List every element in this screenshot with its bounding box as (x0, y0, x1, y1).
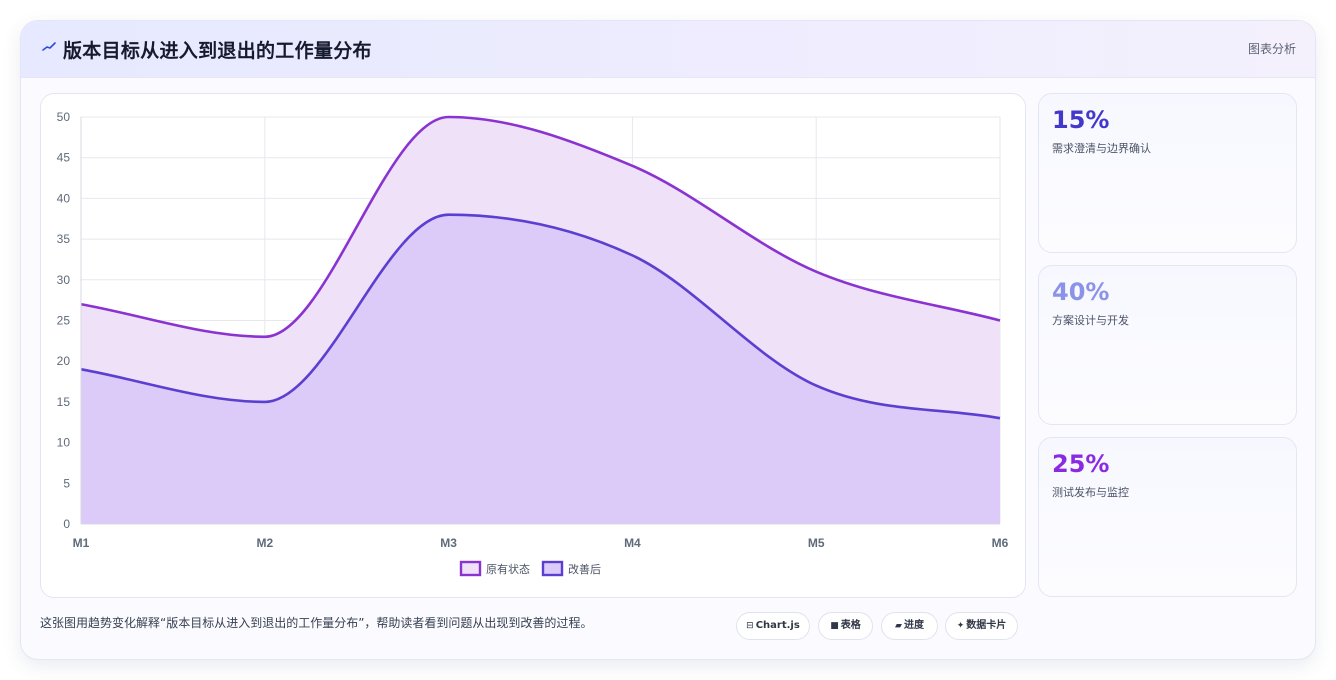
stat-label: 需求澄清与边界确认 (1052, 142, 1151, 155)
y-tick-label: 5 (63, 476, 70, 490)
legend-label: 原有状态 (486, 562, 530, 576)
stat-label: 方案设计与开发 (1052, 314, 1129, 327)
table-icon: ■ (830, 621, 839, 631)
series-line-2 (80, 213, 1001, 420)
page-title: 版本目标从进入到退出的工作量分布 (63, 40, 372, 62)
y-tick-label: 0 (63, 517, 70, 531)
chip-label: 数据卡片 (966, 620, 1007, 631)
chip-label: 表格 (840, 620, 861, 631)
series-area-2 (81, 214, 1000, 524)
stat-card-2: 40% 方案设计与开发 (1038, 265, 1297, 425)
x-tick-label: M4 (624, 536, 641, 550)
chart-card: 版本目标从进入到退出的工作量分布 图表分析 0 5 10 15 20 25 30 35 40 45… (20, 20, 1316, 660)
chip-chartjs[interactable]: ⊟ Chart.js (736, 612, 810, 640)
chip-data-card[interactable]: ✦ 数据卡片 (945, 612, 1018, 640)
x-tick-label: M6 (992, 536, 1009, 550)
y-tick-label: 25 (57, 314, 71, 328)
chip-label: Chart.js (755, 620, 800, 631)
card-header: 版本目标从进入到退出的工作量分布 图表分析 (21, 21, 1315, 78)
chip-progress[interactable]: ▰ 进度 (881, 612, 938, 640)
y-tick-label: 40 (57, 191, 71, 205)
chip-label: 进度 (903, 620, 924, 631)
x-tick-label: M1 (73, 536, 90, 550)
y-tick-label: 10 (57, 436, 71, 450)
stat-value: 40% (1052, 278, 1110, 306)
legend-swatch (541, 560, 564, 577)
x-tick-label: M3 (440, 536, 457, 550)
trend-line-icon (42, 42, 56, 51)
y-tick-label: 30 (57, 273, 71, 287)
sparkle-icon: ✦ (956, 621, 965, 631)
x-tick-label: M2 (256, 536, 273, 550)
area-chart: 0 5 10 15 20 25 30 35 40 45 50 M1 M2 M3 M4 M5 M6 原有状态 改善后 (57, 110, 1009, 577)
y-tick-label: 45 (57, 151, 71, 165)
progress-icon: ▰ (895, 621, 902, 631)
chip-table[interactable]: ■ 表格 (818, 612, 873, 640)
chart-panel: 0 5 10 15 20 25 30 35 40 45 50 M1 M2 M3 M4 M5 M6 原有状态 改善后 (40, 93, 1026, 598)
series-line-1 (80, 115, 1001, 339)
chart-description: 这张图用趋势变化解释“版本目标从进入到退出的工作量分布”，帮助读者看到问题从出现… (40, 616, 593, 630)
y-tick-label: 15 (57, 395, 71, 409)
x-tick-label: M5 (808, 536, 825, 550)
stat-card-3: 25% 测试发布与监控 (1038, 437, 1297, 597)
legend-label: 改善后 (568, 562, 601, 576)
stat-label: 测试发布与监控 (1052, 486, 1129, 499)
legend-swatch (459, 560, 482, 577)
stat-card-1: 15% 需求澄清与边界确认 (1038, 93, 1297, 253)
y-tick-label: 20 (57, 354, 71, 368)
stat-value: 25% (1052, 450, 1110, 478)
y-tick-label: 35 (57, 232, 71, 246)
y-tick-label: 50 (57, 110, 71, 124)
header-tag: 图表分析 (1247, 42, 1296, 56)
chart-icon: ⊟ (746, 621, 754, 631)
stat-value: 15% (1052, 106, 1110, 134)
